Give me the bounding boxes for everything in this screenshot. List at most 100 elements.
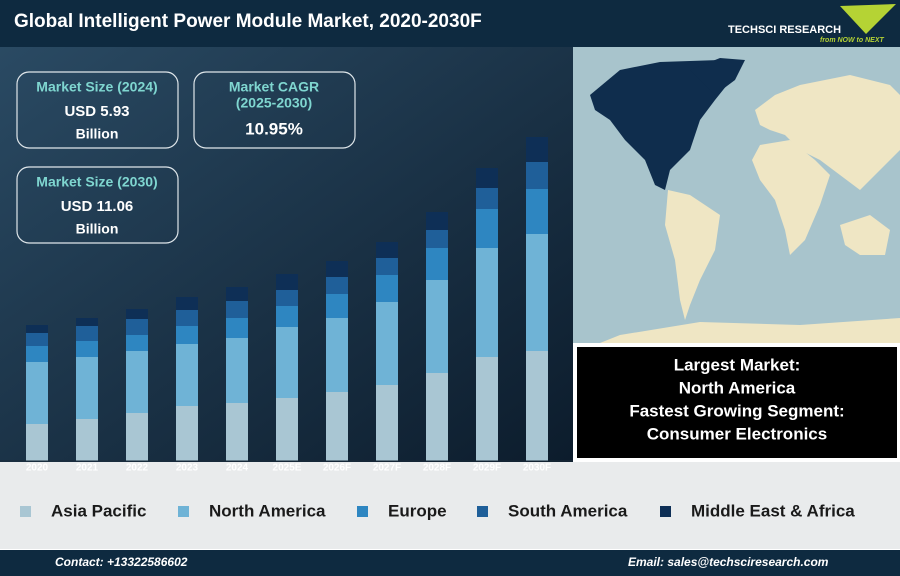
- highlight-text: North America: [679, 378, 796, 397]
- footer-contact: Contact: +13322586602: [55, 555, 188, 569]
- highlight-text: Largest Market:: [674, 355, 801, 374]
- bar-segment: [26, 333, 48, 346]
- bar-segment: [426, 280, 448, 373]
- x-tick-label: 2021: [76, 463, 99, 474]
- bar-segment: [376, 275, 398, 302]
- australia: [840, 215, 890, 255]
- bar-segment: [76, 318, 98, 326]
- bar-segment: [76, 419, 98, 461]
- kpi-box: [16, 71, 179, 149]
- map: [590, 58, 900, 343]
- bar-segment: [226, 287, 248, 301]
- x-tick-label: 2020: [26, 463, 49, 474]
- bar-segment: [176, 344, 198, 406]
- south-america: [665, 190, 720, 320]
- x-tick-label: 2026F: [323, 463, 351, 474]
- bar-segment: [326, 294, 348, 318]
- bar-segment: [26, 346, 48, 362]
- bar-segment: [76, 357, 98, 419]
- legend-swatch: [357, 506, 368, 517]
- bar-segment: [526, 189, 548, 234]
- bar-segment: [526, 162, 548, 189]
- legend-label: Europe: [388, 501, 447, 520]
- bar-segment: [376, 385, 398, 461]
- north-america: [590, 60, 735, 190]
- bar-segment: [276, 327, 298, 398]
- legend-label: Asia Pacific: [51, 501, 146, 520]
- footer-bar: [0, 550, 900, 576]
- bar-segment: [476, 188, 498, 209]
- bar-segment: [276, 398, 298, 461]
- kpi-value: USD 11.06: [61, 198, 134, 215]
- bar-segment: [376, 242, 398, 258]
- bar-segment: [476, 248, 498, 357]
- bar-segment: [426, 230, 448, 248]
- kpi-label: Market Size (2024): [36, 79, 157, 95]
- bar-segment: [26, 362, 48, 424]
- bar-segment: [176, 326, 198, 344]
- x-tick-label: 2022: [126, 463, 149, 474]
- kpi-value: USD 5.93: [64, 103, 129, 120]
- bar-segment: [76, 326, 98, 341]
- logo-mark: [840, 4, 896, 34]
- bar-segment: [26, 325, 48, 333]
- bar-segment: [526, 351, 548, 461]
- x-tick-label: 2023: [176, 463, 199, 474]
- bar-segment: [126, 309, 148, 319]
- africa: [752, 140, 830, 255]
- legend-band: [0, 462, 900, 549]
- bar-segment: [426, 212, 448, 230]
- kpi-unit: Billion: [76, 221, 119, 237]
- kpi-value: 10.95%: [245, 119, 303, 138]
- x-tick-label: 2030F: [523, 463, 551, 474]
- bar-segment: [176, 310, 198, 326]
- bar-segment: [176, 406, 198, 461]
- legend-swatch: [477, 506, 488, 517]
- legend-label: South America: [508, 501, 628, 520]
- bar-segment: [476, 209, 498, 248]
- bar-segment: [526, 137, 548, 162]
- bar-segment: [326, 392, 348, 461]
- bar-segment: [126, 413, 148, 461]
- kpi-label: Market Size (2030): [36, 174, 157, 190]
- highlight-box: [575, 345, 899, 460]
- x-tick-label: 2029F: [473, 463, 501, 474]
- x-tick-label: 2027F: [373, 463, 401, 474]
- bar-segment: [376, 258, 398, 275]
- legend-label: North America: [209, 501, 326, 520]
- bar-segment: [476, 168, 498, 188]
- bar-segment: [476, 357, 498, 461]
- x-tick-label: 2024: [226, 463, 249, 474]
- bar-segment: [126, 351, 148, 413]
- greenland: [690, 58, 745, 95]
- footer-email: Email: sales@techsciresearch.com: [628, 555, 829, 569]
- bar-segment: [526, 234, 548, 351]
- bar-segment: [426, 248, 448, 280]
- kpi-unit: Billion: [76, 126, 119, 142]
- legend-swatch: [660, 506, 671, 517]
- logo-tagline: from NOW to NEXT: [820, 37, 884, 44]
- legend-swatch: [20, 506, 31, 517]
- bar-segment: [126, 335, 148, 351]
- bar-segment: [276, 274, 298, 290]
- title: Global Intelligent Power Module Market, …: [14, 11, 482, 32]
- bar-segment: [126, 319, 148, 335]
- chart: 2020 2021 2022 2023 2024 2025E 2026F 2027F 2028F…: [0, 137, 855, 520]
- kpi-box: [193, 71, 356, 149]
- logo: TECHSCI RESEARCH: [728, 24, 841, 36]
- bar-segment: [226, 338, 248, 403]
- bar-segment: [226, 301, 248, 318]
- header-bar: [0, 0, 900, 47]
- bar-segment: [276, 290, 298, 306]
- legend-swatch: [178, 506, 189, 517]
- bar-segment: [326, 318, 348, 392]
- antarctica: [600, 318, 900, 343]
- legend-label: Middle East & Africa: [691, 501, 855, 520]
- bar-segment: [376, 302, 398, 385]
- bar-segment: [226, 318, 248, 338]
- kpi-label: Market CAGR: [229, 79, 319, 95]
- bar-segment: [26, 424, 48, 461]
- bar-segment: [326, 277, 348, 294]
- kpi-box: [16, 166, 179, 244]
